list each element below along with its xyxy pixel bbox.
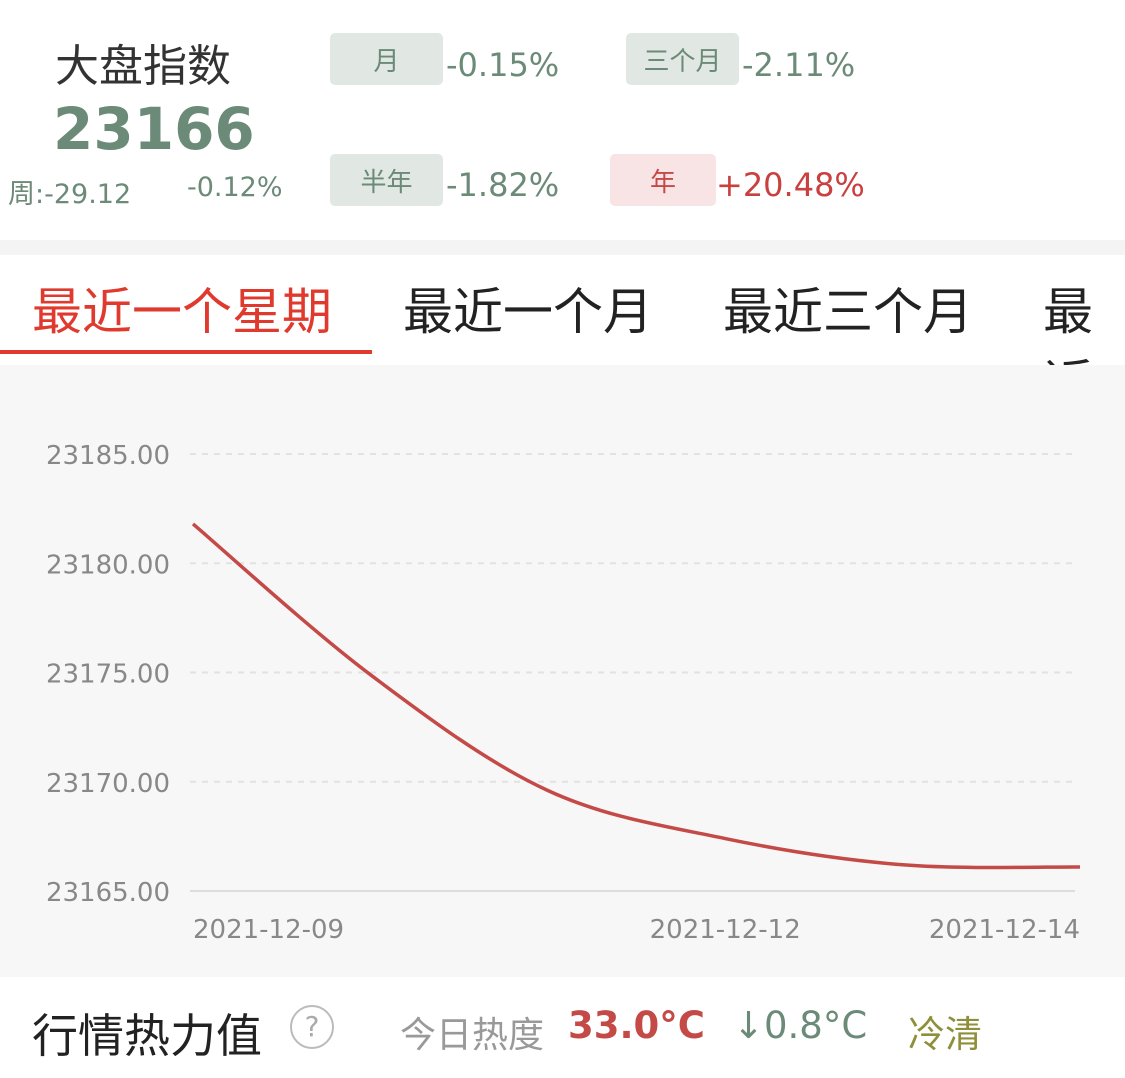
y-tick-label: 23170.00 [46, 769, 170, 799]
week-change: 周:-29.12 [8, 179, 132, 210]
period-change: -1.82% [446, 166, 560, 204]
title: 大盘指数 [55, 41, 231, 92]
help-icon[interactable]: ? [290, 1005, 334, 1049]
heat-temperature: 33.0°C [568, 1004, 705, 1047]
period-change: -2.11% [742, 46, 856, 84]
heat-change: ↓0.8°C [733, 1004, 868, 1047]
index-value: 23166 [53, 95, 255, 163]
chart-background [0, 365, 1125, 977]
y-tick-label: 23180.00 [46, 550, 170, 580]
period-change: +20.48% [716, 166, 865, 204]
chart: 23165.00 23170.00 23175.00 23180.00 23185.00… [0, 365, 1125, 977]
tab-underline [0, 350, 372, 354]
period-change: -0.15% [446, 46, 560, 84]
week-percent: -0.12% [187, 172, 283, 203]
heat-label: 今日热度 [400, 1015, 545, 1056]
period-tag: 年 [610, 154, 716, 206]
heat-mood: 冷清 [908, 1013, 982, 1056]
x-tick-label: 2021-12-12 [650, 915, 801, 945]
period-tag: 三个月 [626, 33, 739, 85]
heat-title: 行情热力值 [32, 1009, 262, 1063]
tab[interactable]: 最近一个星期 [32, 283, 332, 341]
tab[interactable]: 最近一个月 [403, 283, 653, 341]
period-tag: 半年 [330, 154, 443, 206]
period-tag: 月 [330, 33, 443, 85]
divider [0, 240, 1125, 255]
y-tick-label: 23175.00 [46, 660, 170, 690]
y-tick-label: 23165.00 [46, 878, 170, 908]
y-tick-label: 23185.00 [46, 441, 170, 471]
line [191, 522, 1081, 870]
tab[interactable]: 最近三个月 [723, 283, 973, 341]
x-tick-label: 2021-12-14 [929, 915, 1080, 945]
x-tick-label: 2021-12-09 [193, 915, 344, 945]
